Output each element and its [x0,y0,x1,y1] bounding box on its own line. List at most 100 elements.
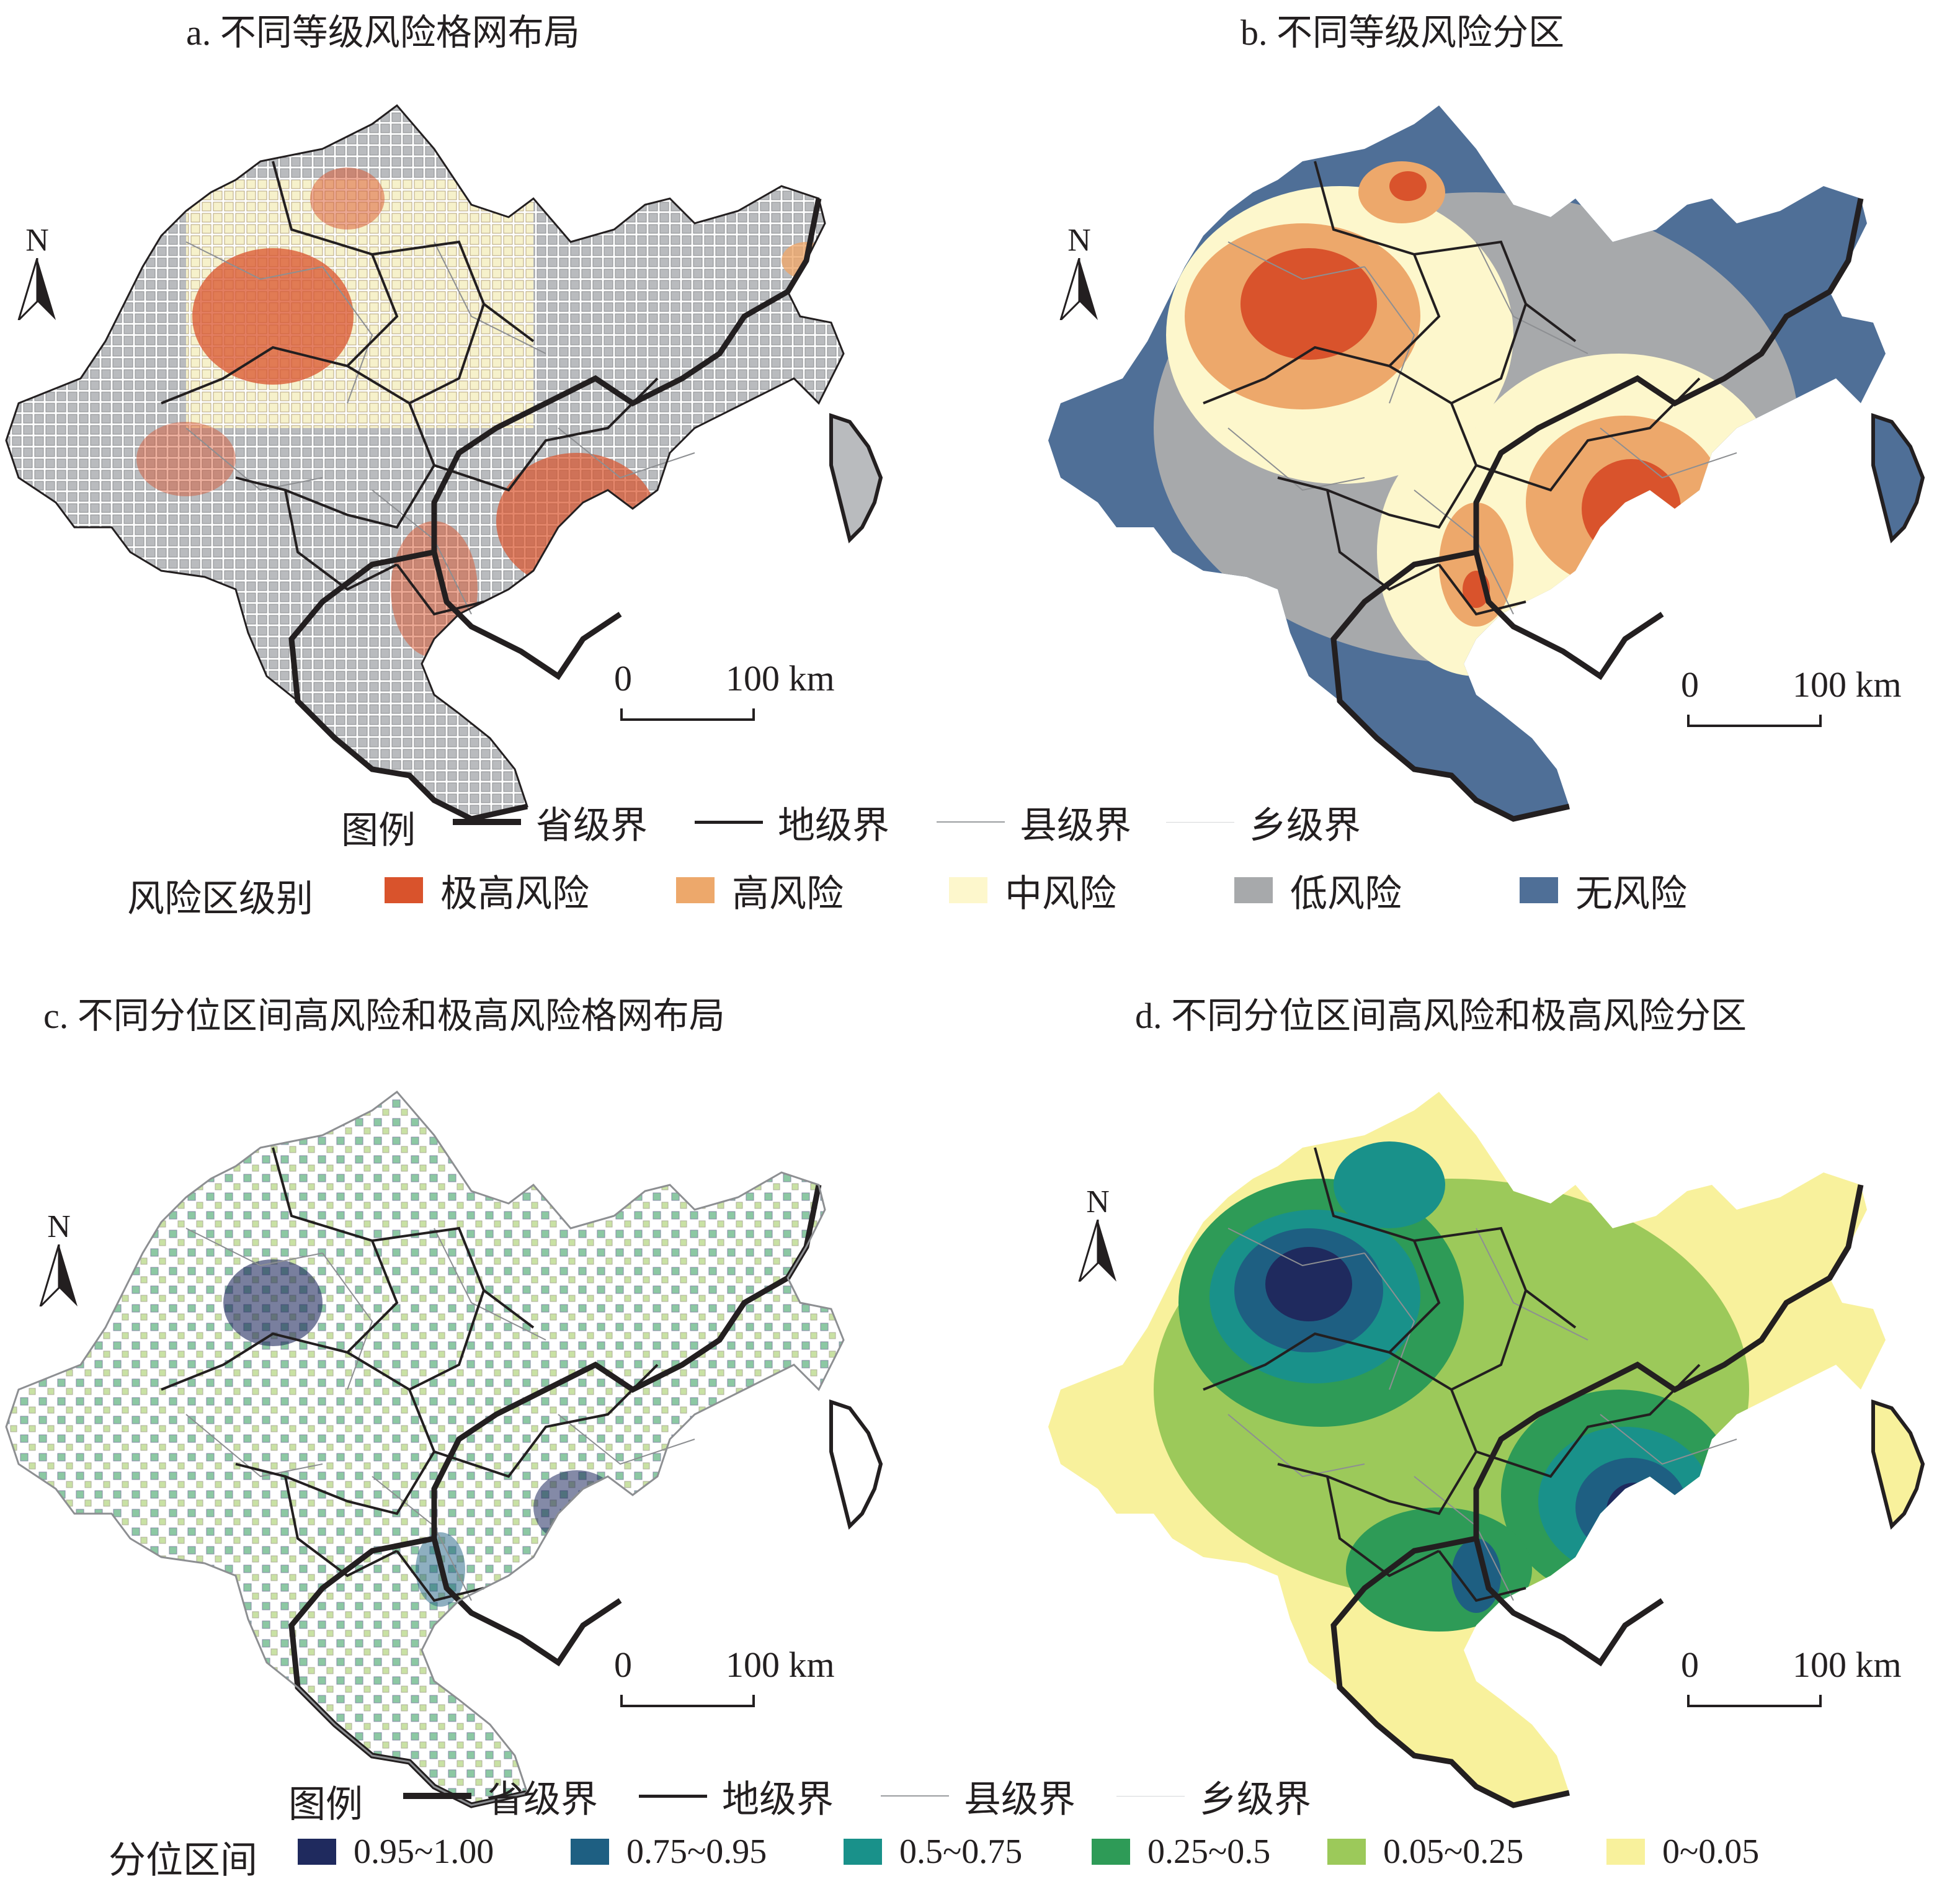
north-arrow-d: N [1073,1185,1123,1285]
panel-b-title: b. 不同等级风险分区 [1241,12,1565,53]
region-outline [5,1090,845,1806]
scale-end: 100 km [726,658,835,699]
panel-c-title: c. 不同分位区间高风险和极高风险格网布局 [43,996,725,1036]
legend-quantile: 分位区间 0.95~1.00 0.75~0.95 0.5~0.75 0.25~0… [0,1824,1960,1881]
north-arrow-b: N [1054,223,1104,323]
legend-item-township: 乡级界 [1166,794,1361,850]
zone-extreme-risk-north [1389,171,1427,201]
map-panel-d [1048,1092,1925,1808]
scale-zero: 0 [1681,1645,1699,1685]
county-boundaries [1227,241,1737,615]
prefecture-boundaries [1203,161,1701,616]
scale-zero: 0 [1681,664,1699,705]
legend-item-q5: 0.05~0.25 [1327,1824,1523,1880]
island-outline [829,413,883,543]
county-boundaries [185,241,695,615]
swatch [298,1839,336,1865]
north-label: N [25,223,49,258]
scale-end: 100 km [1793,1645,1902,1685]
legend-item-medium: 中风险 [949,862,1116,918]
prefecture-boundaries [1203,1147,1701,1602]
legend-title: 图例 [341,810,416,851]
zone-high-risk-south [1439,502,1513,627]
legend-item-prefecture: 地级界 [639,1768,834,1824]
provincial-boundary [1330,1184,1864,1808]
swatch [1606,1839,1645,1865]
scale-zero: 0 [614,1645,632,1685]
extreme-risk-cluster-sw [136,422,236,496]
legend-item-none: 无风险 [1520,862,1687,918]
zone-q-05-075-east [1538,1427,1712,1576]
swatch [676,877,715,903]
provincial-boundary [1330,198,1864,822]
extreme-risk-cluster-north [310,167,385,230]
prefecture-boundaries [161,1147,659,1602]
scale-bar-line [1687,715,1822,727]
legend-title: 图例 [288,1784,363,1825]
scale-bar-a: 0 100 km [614,658,835,732]
panel-a-title: a. 不同等级风险格网布局 [186,12,580,53]
north-label: N [1086,1184,1110,1220]
swatch [1520,877,1558,903]
quantile-cluster-west [223,1259,323,1346]
zone-q-075-095-south [1451,1538,1501,1613]
zone-extreme-risk-west [1241,248,1377,360]
swatch [385,877,423,903]
scale-end: 100 km [1793,664,1902,705]
legend-item-q3: 0.5~0.75 [844,1824,1022,1880]
swatch [571,1839,609,1865]
prefecture-boundaries [161,161,659,616]
legend-item-prefecture: 地级界 [695,794,889,850]
north-arrow-icon [17,257,56,321]
swatch [1234,877,1273,903]
zone-extreme-risk-east [1582,459,1681,558]
legend-boundaries: 图例 省级界 地级界 县级界 乡级界 [0,794,1960,852]
island-outline [1871,413,1925,543]
legend-title: 分位区间 [109,1840,257,1881]
map-panel-c [5,1090,883,1808]
scale-bar-line [620,1695,755,1707]
zone-q-05-075-north [1334,1141,1445,1228]
panel-d-title: d. 不同分位区间高风险和极高风险分区 [1135,996,1747,1036]
legend-item-q6: 0~0.05 [1606,1824,1759,1880]
scale-bar-d: 0 100 km [1681,1644,1902,1718]
legend-title: 风险区级别 [127,878,313,919]
legend-item-q1: 0.95~1.00 [298,1824,494,1880]
scale-bar-line [620,708,755,721]
north-label: N [47,1209,71,1244]
swatch [949,877,987,903]
swatch [1327,1839,1366,1865]
island-outline [1871,1399,1925,1530]
island-outline [829,1399,883,1530]
north-arrow-a: N [12,223,62,323]
legend-item-extreme: 极高风险 [385,862,589,918]
map-panel-b [1048,105,1925,822]
zone-q-095-100-east [1606,1483,1662,1538]
north-arrow-icon [1059,257,1098,321]
north-arrow-icon [1078,1219,1116,1283]
legend-item-county: 县级界 [937,794,1131,850]
zone-q-025-05-south [1346,1507,1532,1632]
legend-item-low: 低风险 [1234,862,1402,918]
legend-item-q2: 0.75~0.95 [571,1824,767,1880]
county-boundaries [1227,1228,1737,1601]
legend-item-province: 省级界 [403,1768,598,1824]
legend-item-province: 省级界 [453,794,648,850]
scale-bar-b: 0 100 km [1681,664,1902,738]
legend-item-county: 县级界 [881,1768,1076,1824]
swatch [844,1839,882,1865]
legend-item-high: 高风险 [676,862,844,918]
north-arrow-c: N [34,1210,84,1310]
scale-bar-line [1687,1695,1822,1707]
scale-end: 100 km [726,1645,835,1685]
legend-boundaries-2: 图例 省级界 地级界 县级界 乡级界 [0,1768,1960,1826]
map-panel-a [5,104,883,822]
swatch [1092,1839,1130,1865]
extreme-risk-cluster-west [192,248,354,385]
legend-item-q4: 0.25~0.5 [1092,1824,1270,1880]
north-label: N [1067,223,1091,258]
county-boundaries [185,1228,695,1601]
legend-risk: 风险区级别 极高风险 高风险 中风险 低风险 无风险 [0,862,1960,920]
north-arrow-icon [39,1244,78,1308]
legend-item-township: 乡级界 [1116,1768,1311,1824]
